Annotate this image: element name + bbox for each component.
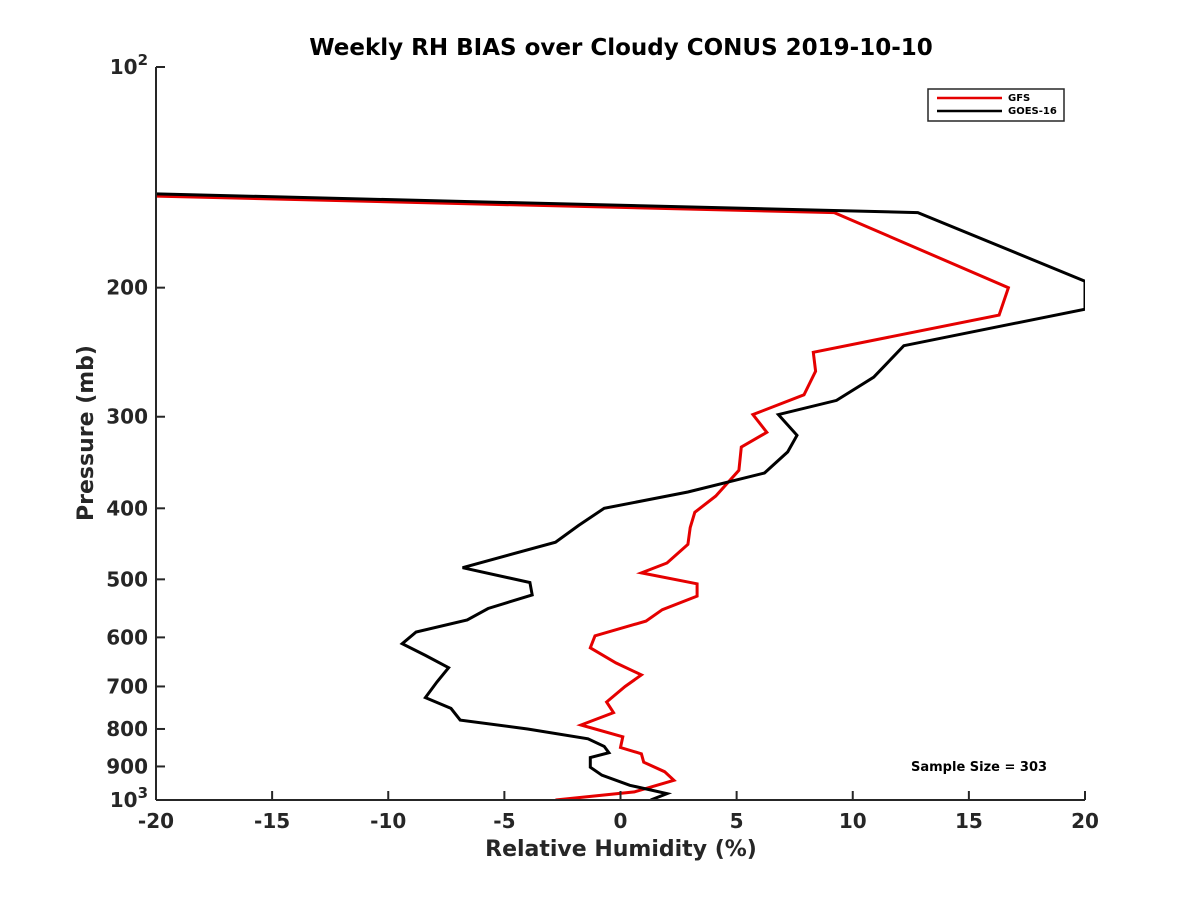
y-axis-ticks: 102 200 300 400 500 600 700 800 900 103	[106, 51, 165, 812]
series-line-gfs	[156, 194, 1011, 800]
x-tick-label: 0	[614, 809, 628, 833]
legend: GFS GOES-16	[927, 88, 1065, 122]
y-tick-label: 600	[106, 625, 148, 649]
plot-area: -20 -15 -10 -5 0 5 10 15 20 102 200 300 400 500 600 70…	[106, 51, 1099, 833]
x-tick-label: -10	[370, 809, 406, 833]
series-layer	[156, 192, 1085, 800]
y-tick-label: 500	[106, 567, 148, 591]
y-tick-label: 700	[106, 674, 148, 698]
y-tick-label: 300	[106, 405, 148, 429]
x-axis-ticks: -20 -15 -10 -5 0 5 10 15 20	[138, 791, 1099, 833]
x-tick-label: 10	[839, 809, 867, 833]
legend-label-goes16: GOES-16	[1008, 106, 1057, 117]
x-tick-label: -20	[138, 809, 174, 833]
series-line-goes-16	[156, 192, 1085, 800]
x-tick-label: 15	[955, 809, 983, 833]
x-tick-label: -5	[493, 809, 515, 833]
sample-size-annotation: Sample Size = 303	[911, 760, 1047, 775]
y-tick-label: 200	[106, 276, 148, 300]
y-axis-title: Pressure (mb)	[74, 345, 99, 521]
x-tick-label: 5	[730, 809, 744, 833]
y-tick-label: 900	[106, 754, 148, 778]
legend-label-gfs: GFS	[1008, 93, 1030, 104]
y-tick-label: 800	[106, 717, 148, 741]
chart-title: Weekly RH BIAS over Cloudy CONUS 2019-10…	[309, 35, 933, 61]
x-axis-title: Relative Humidity (%)	[485, 837, 757, 862]
y-tick-label: 103	[110, 784, 148, 812]
x-tick-label: -15	[254, 809, 290, 833]
x-tick-label: 20	[1071, 809, 1099, 833]
y-tick-label: 400	[106, 496, 148, 520]
legend-box	[927, 88, 1065, 122]
y-tick-label: 102	[110, 51, 148, 79]
